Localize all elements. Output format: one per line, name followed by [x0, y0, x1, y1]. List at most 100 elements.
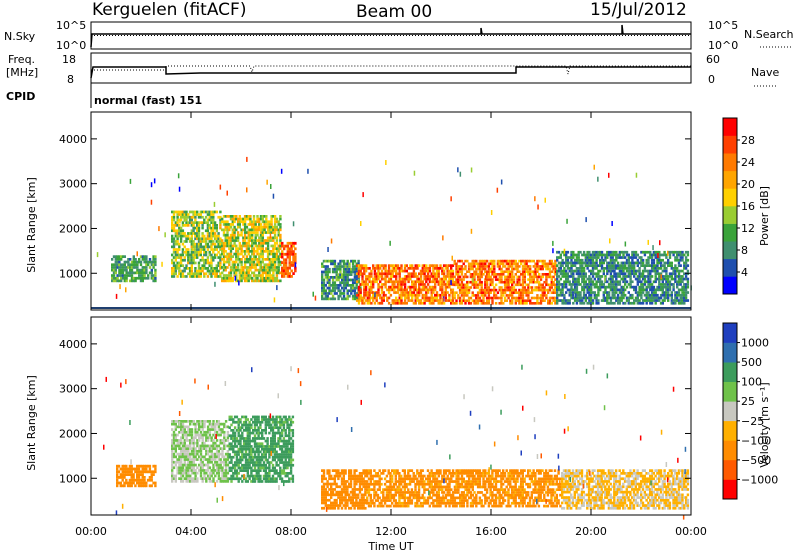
heatmap-cell — [476, 302, 480, 305]
heatmap-cell — [199, 242, 202, 246]
heatmap-cell — [346, 278, 349, 282]
heatmap-cell — [387, 301, 391, 305]
heatmap-cell — [521, 270, 525, 273]
heatmap-cell — [507, 267, 510, 271]
heatmap-cell — [326, 267, 329, 271]
heatmap-cell — [198, 444, 201, 448]
heatmap-cell — [489, 262, 492, 266]
heatmap-cell — [121, 266, 125, 269]
heatmap-cell — [326, 265, 329, 268]
heatmap-cell — [128, 484, 132, 488]
heatmap-cell — [223, 433, 226, 437]
heatmap-cell — [125, 467, 128, 471]
heatmap-cell — [419, 301, 423, 305]
heatmap-cell — [586, 291, 589, 294]
heatmap-cell — [254, 223, 257, 226]
heatmap-cell — [518, 265, 521, 268]
heatmap-cell — [520, 283, 523, 287]
heatmap-cell — [183, 213, 186, 216]
heatmap-cell — [190, 261, 193, 265]
heatmap-cell — [121, 467, 124, 471]
heatmap-cell — [150, 271, 153, 275]
heatmap-cell — [548, 302, 552, 305]
heatmap-cell — [217, 232, 220, 235]
heatmap-cell — [500, 270, 503, 273]
heatmap-cell — [684, 277, 688, 281]
heatmap-cell — [259, 276, 263, 280]
heatmap-cell — [183, 460, 186, 464]
heatmap-cell — [591, 269, 595, 273]
heatmap-cell — [684, 275, 688, 278]
heatmap-cell — [442, 293, 446, 297]
heatmap-cell — [588, 296, 591, 300]
heatmap-cell — [451, 283, 455, 286]
heatmap-cell — [683, 301, 686, 305]
heatmap-cell — [228, 255, 231, 258]
heatmap-cell — [633, 253, 636, 257]
heatmap-cell — [181, 275, 185, 278]
heatmap-cell — [237, 431, 240, 435]
heatmap-cell — [228, 252, 231, 256]
heatmap-cell — [426, 267, 430, 270]
heatmap-cell — [568, 269, 571, 273]
heatmap-cell — [268, 276, 271, 280]
heatmap-cell — [121, 268, 125, 272]
heatmap-cell — [446, 283, 449, 286]
heatmap-cell — [412, 269, 416, 273]
heatmap-cell — [251, 260, 254, 264]
sparse-echo — [500, 179, 503, 185]
heatmap-cell — [550, 286, 553, 289]
heatmap-cell — [525, 262, 528, 266]
heatmap-cell — [279, 279, 282, 283]
heatmap-cell — [187, 215, 190, 219]
heatmap-cell — [215, 444, 219, 448]
heatmap-cell — [570, 296, 573, 300]
heatmap-cell — [231, 260, 234, 264]
heatmap-cell — [622, 261, 625, 265]
heatmap-cell — [331, 262, 335, 266]
sparse-echo — [164, 232, 166, 238]
heatmap-cell — [181, 264, 185, 267]
heatmap-cell — [344, 284, 347, 287]
heatmap-cell — [208, 471, 212, 475]
heatmap-cell — [448, 296, 451, 300]
heatmap-cell — [261, 268, 264, 272]
sparse-echo — [635, 172, 638, 178]
heatmap-cell — [656, 288, 659, 292]
heatmap-cell — [236, 231, 240, 234]
heatmap-cell — [432, 277, 435, 281]
heatmap-cell — [273, 244, 277, 248]
heatmap-cell — [272, 255, 275, 258]
heatmap-cell — [353, 273, 357, 276]
heatmap-cell — [421, 267, 424, 270]
heatmap-cell — [658, 299, 661, 302]
heatmap-cell — [219, 477, 222, 480]
heatmap-cell — [444, 296, 447, 300]
heatmap-cell — [439, 293, 442, 297]
heatmap-cell — [333, 276, 337, 279]
heatmap-cell — [181, 425, 185, 429]
heatmap-cell — [243, 260, 247, 264]
heatmap-cell — [270, 250, 273, 253]
heatmap-cell — [384, 269, 387, 273]
heatmap-cell — [457, 296, 460, 300]
heatmap-cell — [127, 266, 130, 269]
heatmap-cell — [591, 264, 595, 267]
heatmap-cell — [181, 210, 185, 214]
heatmap-cell — [458, 288, 462, 292]
heatmap-cell — [228, 228, 231, 232]
heatmap-cell — [507, 273, 510, 276]
heatmap-cell — [489, 275, 492, 279]
heatmap-cell — [273, 225, 277, 229]
heatmap-cell — [572, 293, 575, 297]
heatmap-cell — [201, 232, 204, 235]
heatmap-cell — [416, 299, 419, 302]
heatmap-cell — [226, 430, 230, 434]
heatmap-cell — [217, 455, 221, 459]
heatmap-cell — [386, 288, 389, 292]
heatmap-cell — [357, 299, 361, 302]
heatmap-cell — [222, 250, 226, 253]
heatmap-cell — [206, 256, 210, 259]
heatmap-cell — [590, 288, 593, 292]
heatmap-cell — [624, 277, 627, 281]
